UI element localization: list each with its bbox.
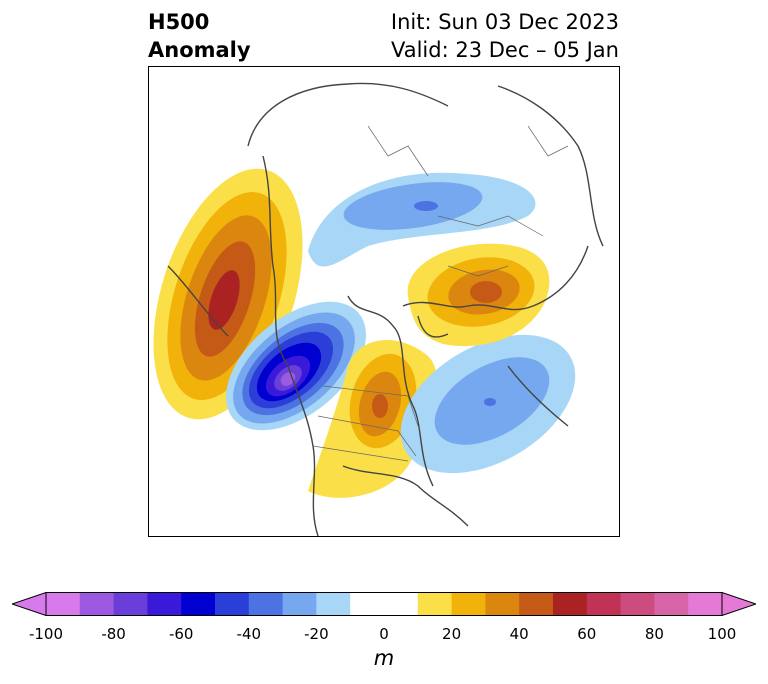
anomaly-map (148, 66, 620, 537)
colorbar-swatch (519, 592, 554, 616)
arctic-trough-anomaly (308, 172, 536, 267)
colorbar-tick-label: 40 (509, 625, 529, 643)
colorbar-tick-label: 20 (442, 625, 462, 643)
colorbar-swatch (451, 592, 486, 616)
colorbar-swatch (147, 592, 182, 616)
colorbar-swatch (46, 592, 81, 616)
valid-range: Valid: 23 Dec – 05 Jan (390, 38, 619, 62)
atlantic-trough-anomaly (400, 334, 576, 474)
colorbar-swatch (654, 592, 689, 616)
map-svg (148, 66, 620, 537)
colorbar-swatch (282, 592, 317, 616)
init-date: Init: Sun 03 Dec 2023 (390, 10, 619, 34)
colorbar-swatch (384, 592, 419, 616)
colorbar (10, 591, 758, 617)
colorbar-swatch (586, 592, 622, 616)
colorbar-swatch (688, 592, 723, 616)
colorbar-swatch (181, 592, 216, 616)
colorbar-swatch (417, 592, 453, 616)
colorbar-swatch (350, 592, 385, 616)
colorbar-low-extend (10, 591, 47, 617)
colorbar-units: m (373, 646, 395, 670)
colorbar-outline (45, 592, 723, 616)
coastlines (167, 82, 604, 537)
colorbar-tick-label: -100 (28, 625, 64, 643)
colorbar-high-extend (721, 591, 758, 617)
map-border (148, 66, 620, 537)
colorbar-tick-label: 100 (707, 625, 737, 643)
colorbar-tick-label: 60 (577, 625, 597, 643)
colorbar-svg (10, 591, 758, 617)
title-line-1: H500 (148, 10, 210, 34)
colorbar-swatch (553, 592, 588, 616)
colorbar-swatch (485, 592, 520, 616)
colorbar-tick-label: -20 (304, 625, 329, 643)
colorbar-tick-label: -60 (168, 625, 194, 643)
colorbar-swatch (215, 592, 250, 616)
map-title: H500 Anomaly (148, 8, 251, 64)
colorbar-swatch (620, 592, 655, 616)
colorbar-tick-label: -40 (236, 625, 262, 643)
eurasia-ridge-anomaly (407, 243, 550, 347)
colorbar-tick-label: 80 (644, 625, 664, 643)
colorbar-swatch (316, 592, 351, 616)
colorbar-swatch (248, 592, 284, 616)
title-line-2: Anomaly (148, 38, 251, 62)
colorbar-tick-label: -80 (101, 625, 126, 643)
colorbar-swatch (79, 592, 115, 616)
political-borders (312, 125, 569, 462)
colorbar-swatch (113, 592, 148, 616)
forecast-dates: Init: Sun 03 Dec 2023 Valid: 23 Dec – 05… (391, 8, 619, 64)
west-coast-trough-anomaly (226, 301, 366, 431)
colorbar-tick-label: 0 (379, 625, 389, 643)
